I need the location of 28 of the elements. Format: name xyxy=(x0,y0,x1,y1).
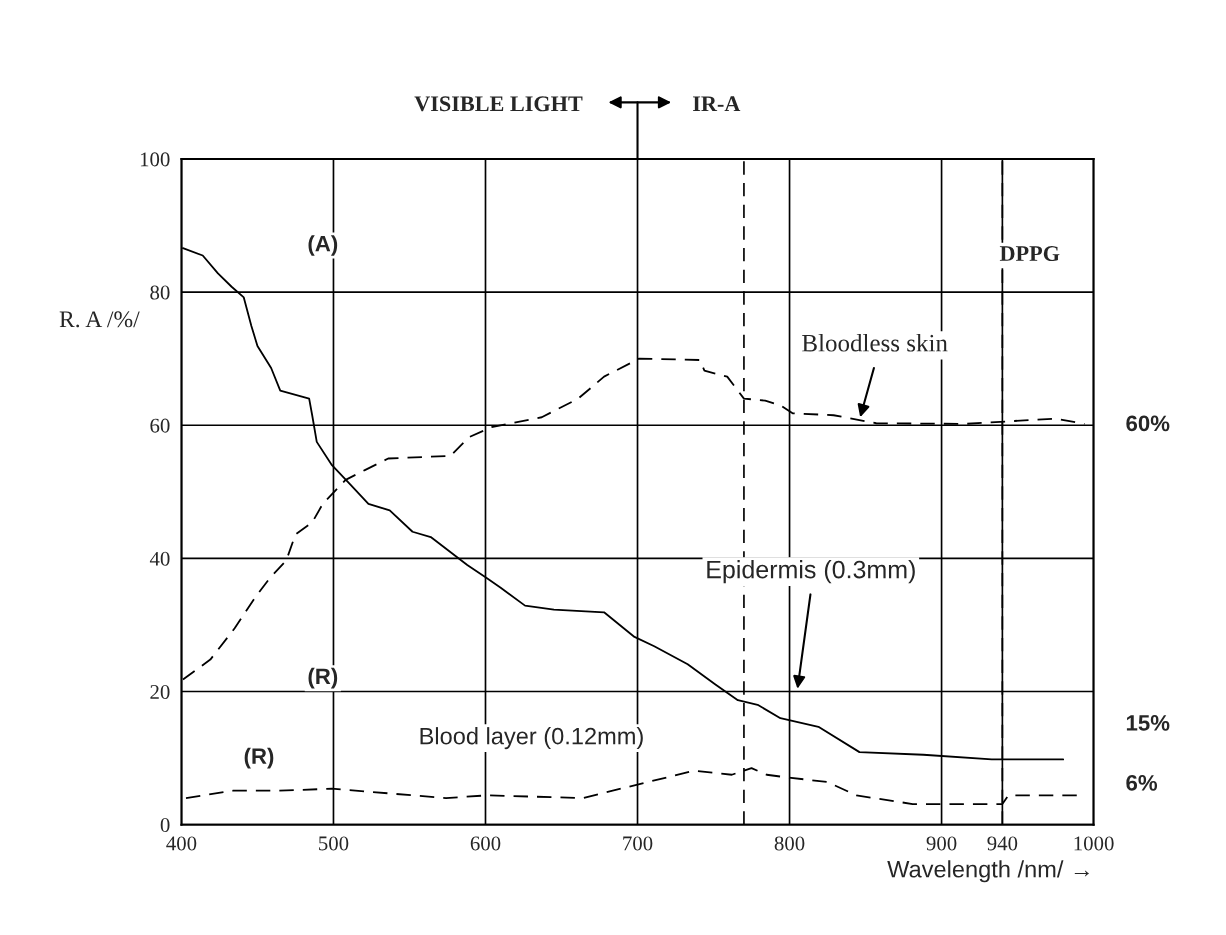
y-tick-label: 80 xyxy=(150,285,170,300)
x-tick-label: 400 xyxy=(166,836,197,851)
x-tick-label: 900 xyxy=(926,836,957,851)
text: 15% xyxy=(1126,715,1170,731)
annotation: (R) xyxy=(244,747,274,769)
x-tick-label: 600 xyxy=(470,836,501,851)
x-tick-label: 1000 xyxy=(1074,836,1114,851)
x-tick-label: 800 xyxy=(774,836,805,851)
x-tick-label: 700 xyxy=(623,836,653,851)
annotation: DPPG xyxy=(999,246,1060,262)
y-tick-label: 40 xyxy=(149,551,170,566)
y-tick-label: 0 xyxy=(160,818,170,833)
y-tick-label: 20 xyxy=(150,684,170,699)
y-tick-label: 100 xyxy=(140,152,170,167)
annotation: (A) xyxy=(308,235,338,256)
annotation: (R) xyxy=(308,667,338,689)
text: IR-A xyxy=(693,96,741,112)
x-axis-title: Wavelength /nm/ → xyxy=(887,860,1089,883)
y-axis-title: R. A /%/ xyxy=(59,311,140,328)
y-tick-label: 60 xyxy=(150,418,170,433)
annotation: Epidermis (0.3mm) xyxy=(707,560,915,584)
x-tick-label: 500 xyxy=(319,836,349,851)
text: VISIBLE LIGHT xyxy=(414,96,583,112)
text: 60% xyxy=(1126,415,1170,432)
annotation: Blood layer (0.12mm) xyxy=(420,727,643,750)
text: 6% xyxy=(1126,774,1158,791)
annotation: Bloodless skin xyxy=(802,334,948,352)
x-tick-label: 940 xyxy=(987,836,1018,851)
